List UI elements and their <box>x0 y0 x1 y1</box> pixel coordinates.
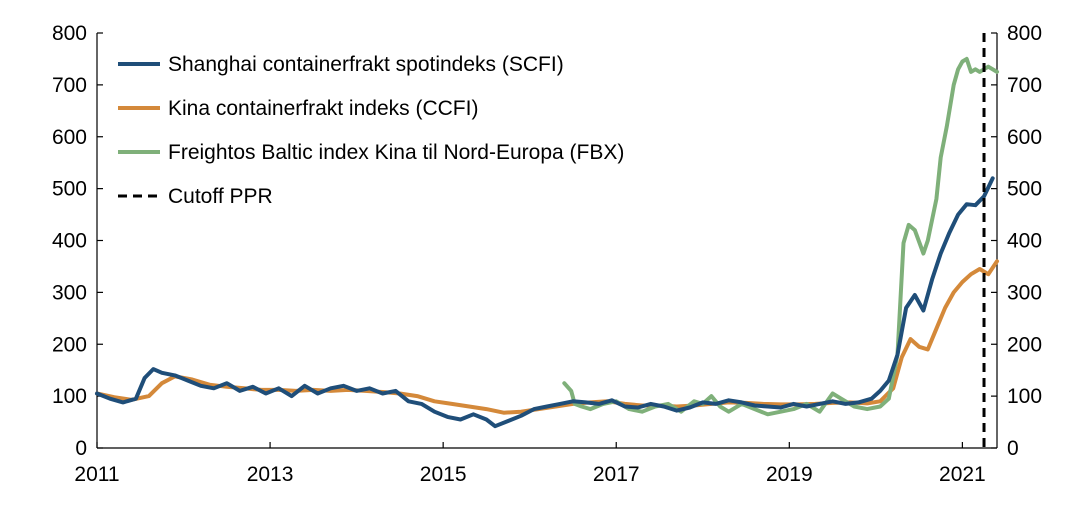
legend-label: Kina containerfrakt indeks (CCFI) <box>168 97 478 120</box>
series-line-2 <box>562 56 999 417</box>
series-line-1 <box>95 259 999 415</box>
series-line-0 <box>95 176 995 429</box>
y-tick-label-left: 200 <box>52 333 87 356</box>
y-tick-label-left: 100 <box>52 385 87 408</box>
y-axis-right: 0 100 200 300 400 500 600 700 800 <box>991 22 1042 460</box>
x-tick-label: 2019 <box>766 463 813 486</box>
y-tick-label-left: 500 <box>52 178 87 201</box>
x-tick-label: 2011 <box>74 463 119 486</box>
y-tick-label-left: 600 <box>52 126 87 149</box>
legend-label: Freightos Baltic index Kina til Nord-Eur… <box>168 141 624 164</box>
legend-label: Cutoff PPR <box>168 185 273 208</box>
y-tick-label-right: 800 <box>1007 22 1042 45</box>
series-lines <box>95 56 999 429</box>
y-tick-label-right: 500 <box>1007 178 1042 201</box>
y-tick-label-left: 700 <box>52 74 87 97</box>
y-tick-label-right: 200 <box>1007 333 1042 356</box>
x-tick-label: 2013 <box>247 463 294 486</box>
y-tick-label-left: 800 <box>52 22 87 45</box>
y-tick-label-right: 600 <box>1007 126 1042 149</box>
y-tick-label-right: 300 <box>1007 281 1042 304</box>
y-tick-label-left: 300 <box>52 281 87 304</box>
x-tick-label: 2021 <box>939 463 986 486</box>
y-tick-label-right: 0 <box>1007 437 1019 460</box>
y-tick-label-left: 400 <box>52 230 87 253</box>
x-tick-label: 2017 <box>593 463 640 486</box>
y-axis-left: 0 100 200 300 400 500 600 700 800 <box>52 22 103 460</box>
y-tick-label-right: 100 <box>1007 385 1042 408</box>
legend: Shanghai containerfrakt spotindeks (SCFI… <box>118 53 624 208</box>
y-tick-label-right: 400 <box>1007 230 1042 253</box>
x-axis: 2011 2013 2015 2017 2019 2021 <box>74 442 986 486</box>
legend-label: Shanghai containerfrakt spotindeks (SCFI… <box>168 53 564 76</box>
x-tick-label: 2015 <box>420 463 467 486</box>
y-tick-label-left: 0 <box>75 437 87 460</box>
y-tick-label-right: 700 <box>1007 74 1042 97</box>
